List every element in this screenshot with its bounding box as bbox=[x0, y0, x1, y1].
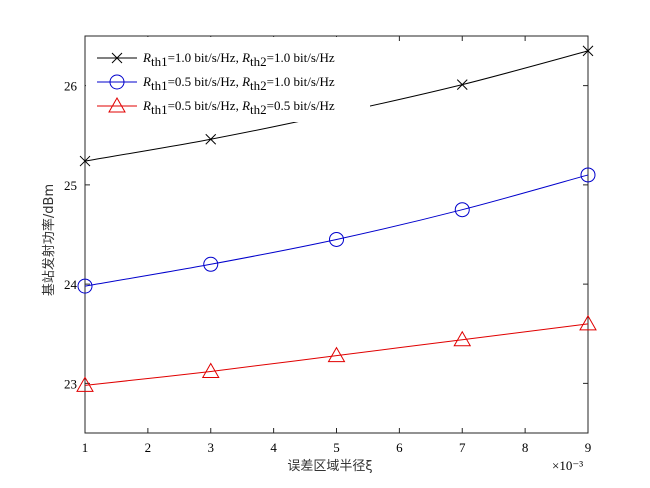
data-point bbox=[453, 330, 472, 347]
legend-marker bbox=[108, 96, 126, 113]
x-tick-label: 7 bbox=[459, 440, 466, 455]
y-tick-label: 25 bbox=[64, 178, 77, 193]
series-3 bbox=[76, 314, 597, 392]
data-point bbox=[329, 231, 344, 247]
x-axis-multiplier: ×10⁻³ bbox=[552, 458, 583, 473]
data-point bbox=[79, 155, 91, 167]
legend-label: Rth1=1.0 bit/s/Hz, Rth2=1.0 bit/s/Hz bbox=[142, 50, 335, 69]
x-tick-label: 8 bbox=[522, 440, 529, 455]
x-tick-label: 1 bbox=[82, 440, 89, 455]
legend-item-2: Rth1=0.5 bit/s/Hz, Rth2=1.0 bit/s/Hz bbox=[97, 74, 335, 93]
data-point bbox=[580, 167, 596, 183]
legend-label: Rth1=0.5 bit/s/Hz, Rth2=1.0 bit/s/Hz bbox=[142, 74, 335, 93]
x-tick-label: 6 bbox=[396, 440, 403, 455]
legend-box bbox=[86, 37, 370, 122]
legend-item-3: Rth1=0.5 bit/s/Hz, Rth2=0.5 bit/s/Hz bbox=[97, 96, 335, 117]
data-point bbox=[327, 346, 346, 363]
series-2 bbox=[77, 167, 596, 294]
x-tick-label: 5 bbox=[333, 440, 340, 455]
x-tick-label: 9 bbox=[585, 440, 592, 455]
y-axis-label: 基站发射功率/dBm bbox=[41, 184, 57, 296]
legend-item-1: Rth1=1.0 bit/s/Hz, Rth2=1.0 bit/s/Hz bbox=[97, 50, 335, 69]
data-point bbox=[201, 362, 220, 378]
data-point bbox=[203, 256, 219, 272]
legend-marker bbox=[109, 74, 125, 90]
legend-label: Rth1=0.5 bit/s/Hz, Rth2=0.5 bit/s/Hz bbox=[142, 98, 335, 117]
x-tick-label: 3 bbox=[208, 440, 215, 455]
data-point bbox=[579, 314, 597, 331]
data-point bbox=[77, 278, 93, 294]
y-tick-label: 23 bbox=[64, 376, 77, 391]
data-point bbox=[205, 133, 217, 145]
series-line bbox=[84, 174, 589, 287]
data-point bbox=[76, 376, 94, 392]
data-point bbox=[456, 79, 468, 90]
data-point bbox=[454, 202, 470, 218]
legend: Rth1=1.0 bit/s/Hz, Rth2=1.0 bit/s/Hz Rth1… bbox=[86, 37, 370, 122]
series-line bbox=[84, 323, 589, 386]
x-tick-label: 2 bbox=[145, 440, 152, 455]
y-tick-label: 24 bbox=[64, 277, 78, 292]
x-tick-label: 4 bbox=[270, 440, 277, 455]
x-axis-label: 误差区域半径ξ bbox=[287, 459, 372, 474]
y-tick-label: 26 bbox=[64, 79, 78, 94]
legend-marker bbox=[111, 52, 123, 64]
data-point bbox=[582, 45, 594, 57]
